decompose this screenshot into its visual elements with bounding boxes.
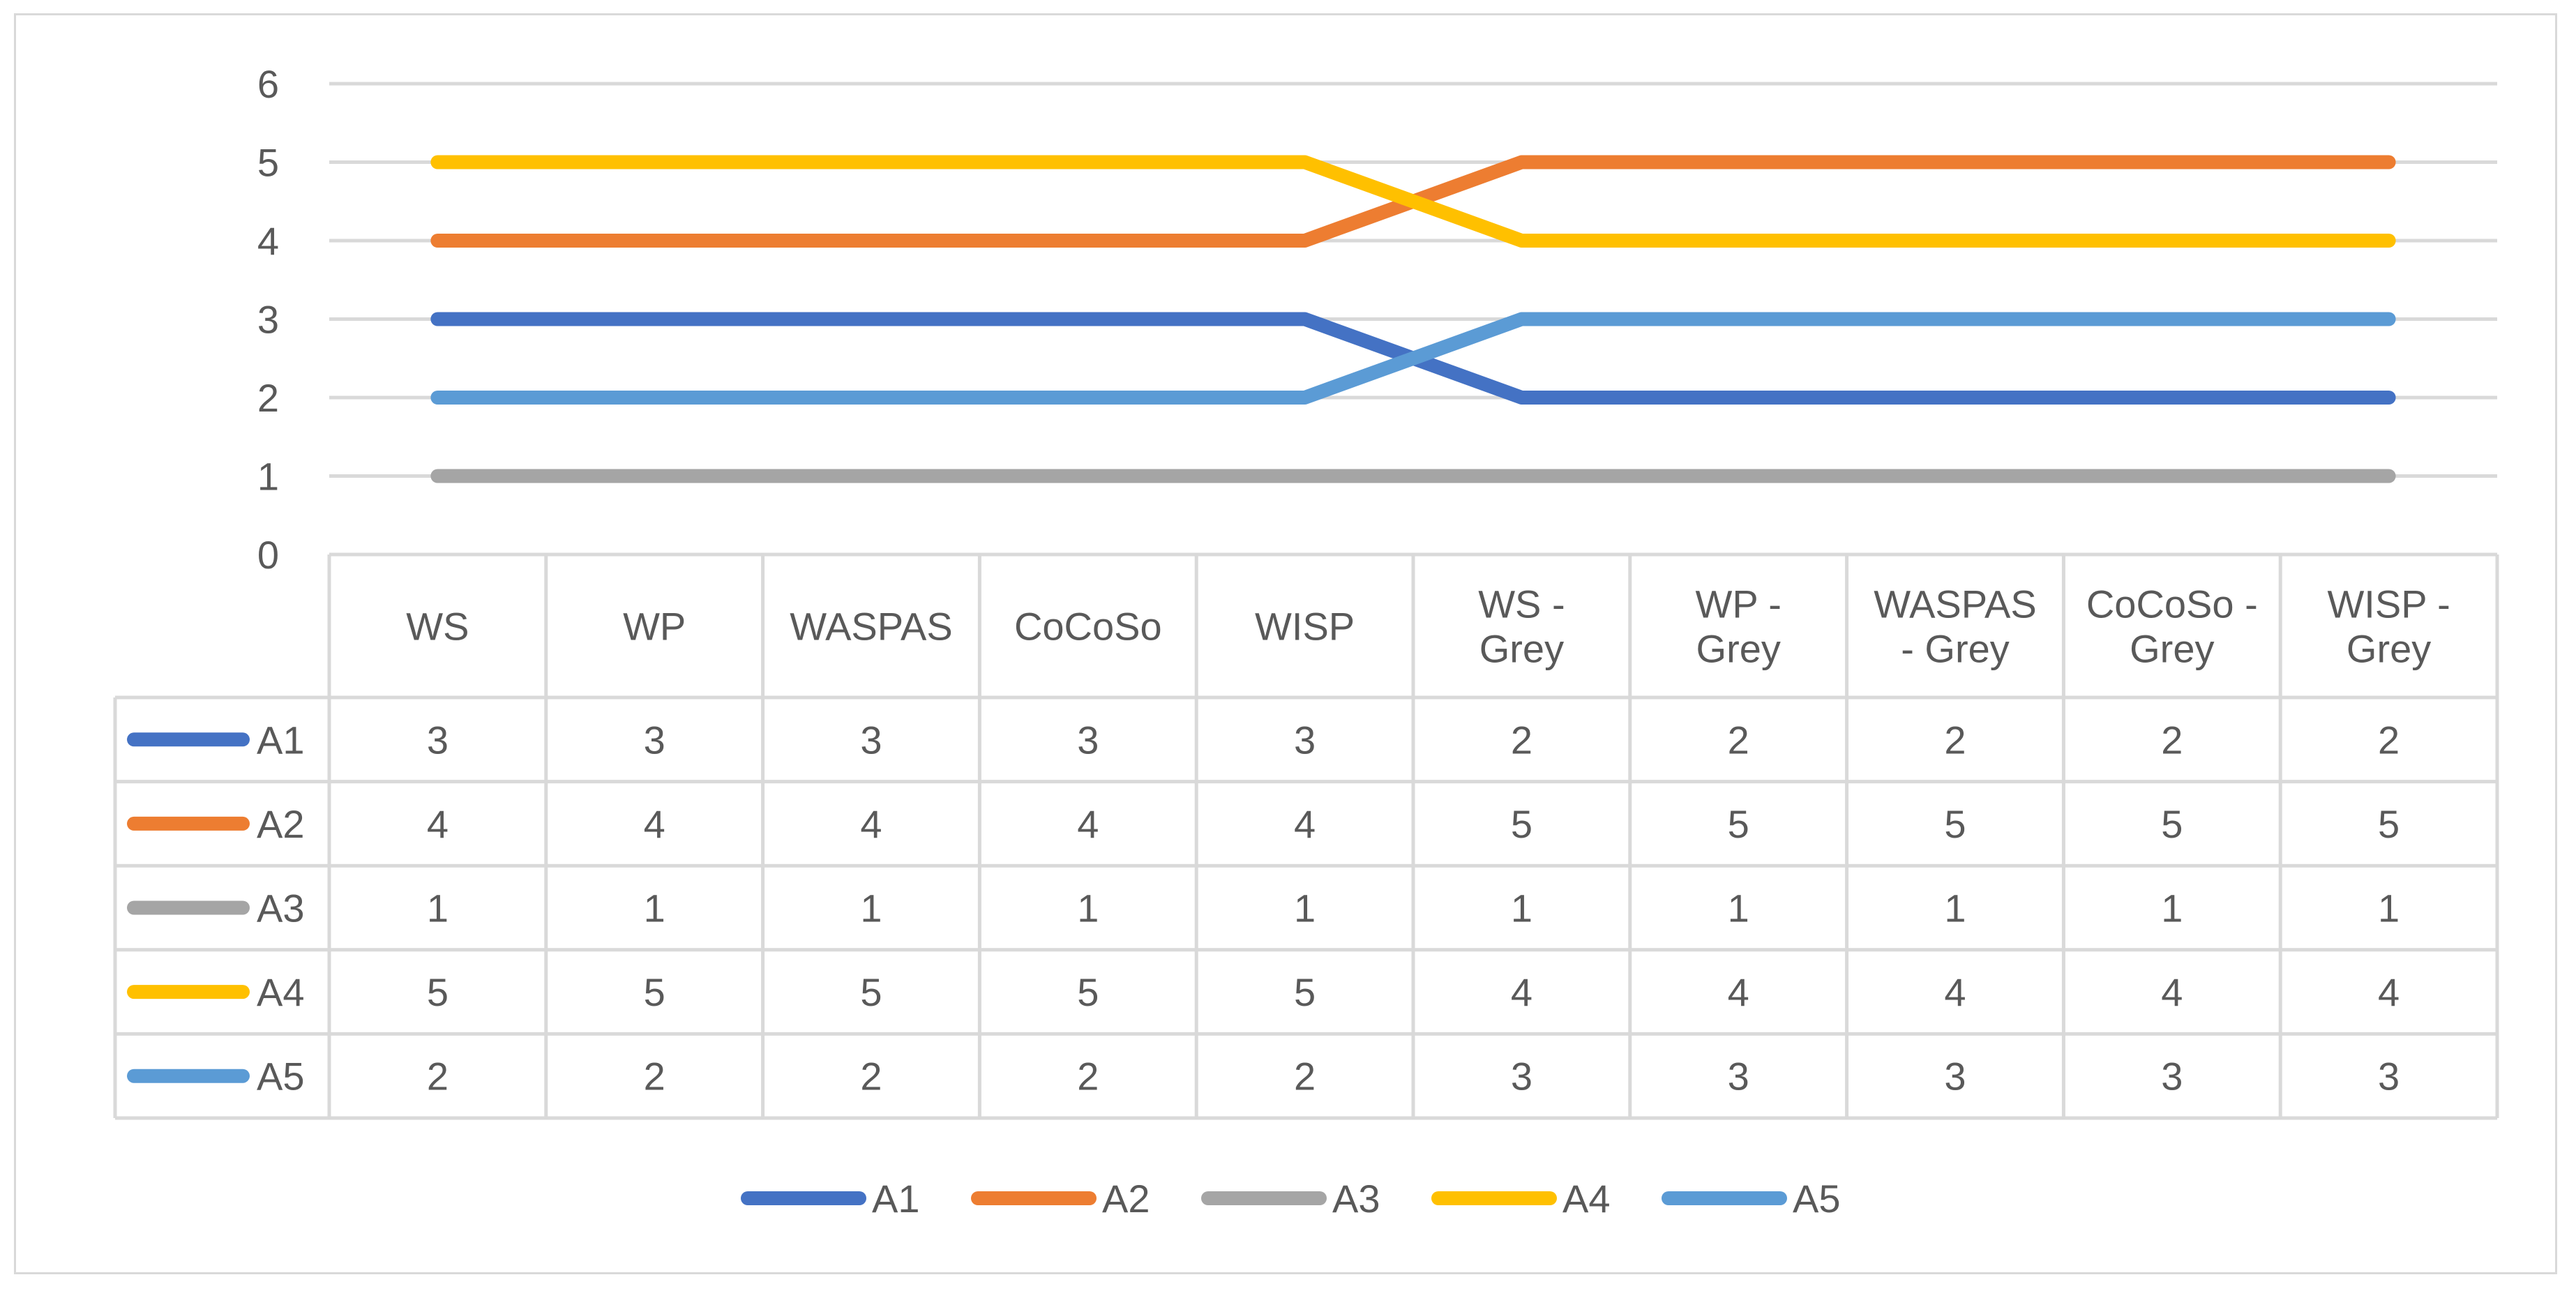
table-cell: 2 [427,1055,449,1099]
table-cell: 4 [1944,970,1966,1014]
y-tick-label: 5 [257,141,279,185]
table-cell: 4 [860,802,882,846]
table-cell: 1 [1077,886,1099,930]
table-row-label: A5 [257,1055,305,1099]
table-cell: 2 [2378,718,2400,762]
table-cell: 4 [2378,970,2400,1014]
table-cell: 1 [1728,886,1749,930]
category-label: CoCoSo -Grey [2086,582,2258,671]
table-cell: 1 [860,886,882,930]
table-cell: 1 [2378,886,2400,930]
table-cell: 2 [644,1055,665,1099]
table-cell: 1 [2161,886,2183,930]
table-cell: 5 [2378,802,2400,846]
table-cell: 4 [1294,802,1316,846]
table-cell: 2 [1511,718,1532,762]
table-cell: 4 [1728,970,1749,1014]
table-cell: 5 [1728,802,1749,846]
table-cell: 3 [1944,1055,1966,1099]
legend: A1 A2 A3 A4 A5 [741,1177,1841,1221]
legend-label: A1 [872,1177,920,1221]
y-axis-ticks: 0 1 2 3 4 5 6 [257,62,279,577]
y-tick-label: 6 [257,62,279,106]
table-row-label: A1 [257,718,305,762]
legend-label: A5 [1793,1177,1841,1221]
series-line-a5 [430,312,2396,405]
series-line-a4 [430,155,2396,248]
category-label: CoCoSo [1014,605,1162,649]
y-tick-label: 3 [257,298,279,342]
data-table: WS WP WASPAS CoCoSo WISP WS -Grey WP -Grey WASP… [113,552,2499,1120]
category-label: WP [623,605,686,649]
legend-label: A4 [1562,1177,1611,1221]
chart-frame [14,13,2557,1274]
y-tick-label: 4 [257,219,279,263]
table-cell: 1 [1511,886,1532,930]
table-cell: 5 [1944,802,1966,846]
table-cell: 3 [2161,1055,2183,1099]
category-label: WASPAS - Grey [1874,582,2036,671]
table-cell: 3 [2378,1055,2400,1099]
category-label: WP -Grey [1695,582,1781,671]
table-cell: 3 [1077,718,1099,762]
table-cell: 5 [860,970,882,1014]
category-label: WS -Grey [1478,582,1565,671]
table-cell: 2 [1728,718,1749,762]
table-cell: 4 [427,802,449,846]
series-lines [430,155,2396,483]
y-tick-label: 2 [257,376,279,420]
table-cell: 2 [1077,1055,1099,1099]
table-cell: 2 [1944,718,1966,762]
table-cell: 2 [2161,718,2183,762]
table-cell: 5 [2161,802,2183,846]
table-cell: 3 [860,718,882,762]
table-cell: 5 [427,970,449,1014]
y-tick-label: 1 [257,455,279,499]
category-label: WS [406,605,469,649]
table-cell: 1 [427,886,449,930]
table-row-label: A3 [257,886,305,930]
table-cell: 4 [1077,802,1099,846]
table-cell: 5 [1294,970,1316,1014]
table-cell: 5 [644,970,665,1014]
table-cell: 5 [1511,802,1532,846]
table-cell: 4 [2161,970,2183,1014]
table-row-label: A2 [257,802,305,846]
table-cell: 2 [860,1055,882,1099]
table-cell: 1 [1944,886,1966,930]
table-cell: 3 [1294,718,1316,762]
table-cell: 5 [1077,970,1099,1014]
table-cell: 3 [1728,1055,1749,1099]
table-cell: 3 [427,718,449,762]
category-label: WISP [1255,605,1355,649]
legend-label: A3 [1332,1177,1380,1221]
table-cell: 1 [644,886,665,930]
table-cell: 3 [1511,1055,1532,1099]
y-tick-label: 0 [257,533,279,577]
gridlines [329,82,2497,478]
category-label: WISP -Grey [2327,582,2450,671]
table-cell: 1 [1294,886,1316,930]
table-cell: 2 [1294,1055,1316,1099]
category-label: WASPAS [790,605,952,649]
table-row-label: A4 [257,970,305,1014]
legend-label: A2 [1102,1177,1150,1221]
table-cell: 4 [644,802,665,846]
table-cell: 4 [1511,970,1532,1014]
table-cell: 3 [644,718,665,762]
